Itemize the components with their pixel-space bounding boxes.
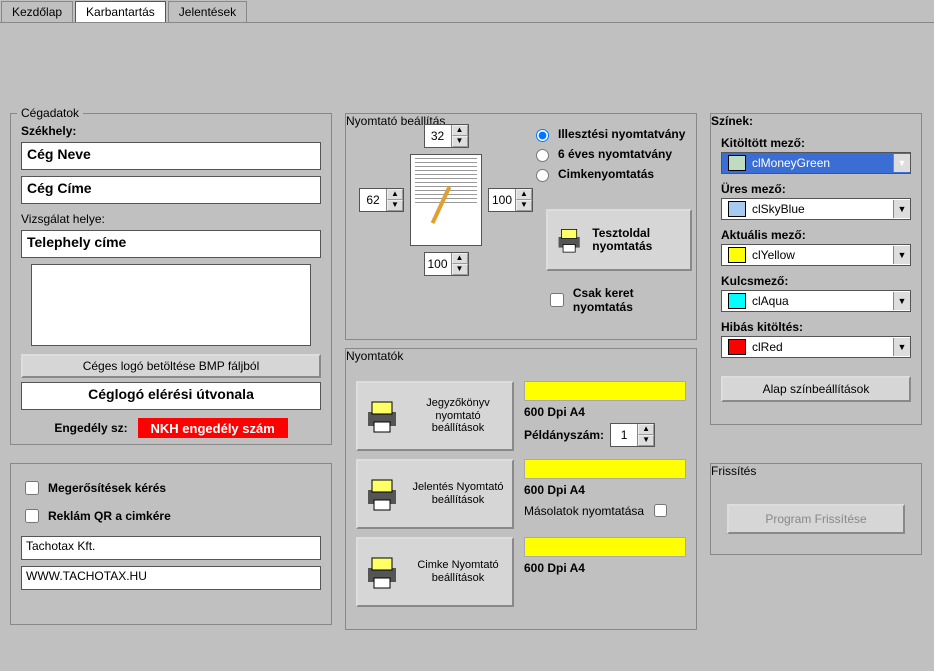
printer-icon xyxy=(554,220,584,260)
group-nyomtato-beallitas: Nyomtató beállítás 32▲▼ 62▲▼ 100▲▼ 100▲▼ xyxy=(345,113,697,340)
printer2-name xyxy=(524,459,686,479)
label-hibas: Hibás kitöltés: xyxy=(721,320,921,334)
btn-alap-szinek[interactable]: Alap színbeállítások xyxy=(721,376,911,402)
btn-load-logo[interactable]: Céges logó betöltése BMP fáljból xyxy=(21,354,321,378)
chevron-down-icon: ▼ xyxy=(893,246,910,264)
colorpicker-kulcs[interactable]: clAqua▼ xyxy=(721,290,911,312)
group-cegadatok: Cégadatok Székhely: Cég Neve Cég Címe Vi… xyxy=(10,113,332,445)
label-engedely: Engedély sz: xyxy=(54,421,127,435)
cb-reklam-qr[interactable]: Reklám QR a cimkére xyxy=(21,506,321,526)
input-company[interactable]: Tachotax Kft. xyxy=(21,536,321,560)
printer1-dpi: 600 Dpi A4 xyxy=(524,405,686,419)
cb-megerosites[interactable]: Megerősítések kérés xyxy=(21,478,321,498)
group-frissites: Frissítés Program Frissítése xyxy=(710,463,922,555)
chevron-down-icon: ▼ xyxy=(893,200,910,218)
btn-test-print[interactable]: Tesztoldal nyomtatás xyxy=(546,209,692,271)
cb-masolatok[interactable] xyxy=(654,504,667,517)
tab-karbantartas[interactable]: Karbantartás xyxy=(75,1,166,23)
cb-csak-keret[interactable]: Csak keret nyomtatás xyxy=(546,286,696,314)
logo-preview xyxy=(31,264,311,346)
printer3-name xyxy=(524,537,686,557)
label-kitoltott: Kitöltött mező: xyxy=(721,136,921,150)
printer3-dpi: 600 Dpi A4 xyxy=(524,561,686,575)
btn-jegyzokonyv-printer[interactable]: Jegyzőkönyv nyomtató beállítások xyxy=(356,381,514,451)
btn-jelentes-printer[interactable]: Jelentés Nyomtató beállítások xyxy=(356,459,514,529)
printer1-name xyxy=(524,381,686,401)
input-ceg-cime[interactable]: Cég Címe xyxy=(21,176,321,204)
group-nyomtatok: Nyomtatók Jegyzőkönyv nyomtató beállítás… xyxy=(345,348,697,630)
printer-icon xyxy=(362,396,402,436)
radio-cimke[interactable]: Cimkenyomtatás xyxy=(531,166,685,182)
chevron-down-icon: ▼ xyxy=(893,154,910,172)
group-title: Frissítés xyxy=(711,464,921,478)
btn-program-frissitese[interactable]: Program Frissítése xyxy=(727,504,905,534)
tab-kezdolap[interactable]: Kezdőlap xyxy=(1,1,73,23)
chevron-down-icon: ▼ xyxy=(893,292,910,310)
colorpicker-hibas[interactable]: clRed▼ xyxy=(721,336,911,358)
tab-jelentesek[interactable]: Jelentések xyxy=(168,1,247,23)
input-url[interactable]: WWW.TACHOTAX.HU xyxy=(21,566,321,590)
label-vizsgalat: Vizsgálat helye: xyxy=(21,212,321,226)
radio-illesztesi[interactable]: Illesztési nyomtatvány xyxy=(531,126,685,142)
chevron-down-icon: ▼ xyxy=(893,338,910,356)
spin-top-margin[interactable]: 32▲▼ xyxy=(424,124,469,148)
printer-icon xyxy=(362,474,402,514)
label-kulcs: Kulcsmező: xyxy=(721,274,921,288)
colorpicker-kitoltott[interactable]: clMoneyGreen▼ xyxy=(721,152,911,174)
colorpicker-ures[interactable]: clSkyBlue▼ xyxy=(721,198,911,220)
page-preview-icon xyxy=(410,154,482,246)
printer2-dpi: 600 Dpi A4 xyxy=(524,483,686,497)
label-peldanyszam: Példányszám: xyxy=(524,428,604,442)
group-options: Megerősítések kérés Reklám QR a cimkére … xyxy=(10,463,332,625)
label-aktualis: Aktuális mező: xyxy=(721,228,921,242)
spin-bottom-margin[interactable]: 100▲▼ xyxy=(424,252,469,276)
label-masolatok: Másolatok nyomtatása xyxy=(524,504,644,518)
group-title: Színek: xyxy=(711,114,921,128)
group-szinek: Színek: Kitöltött mező: clMoneyGreen▼ Ür… xyxy=(710,113,922,425)
input-telephely[interactable]: Telephely címe xyxy=(21,230,321,258)
label-ures: Üres mező: xyxy=(721,182,921,196)
group-title: Nyomtatók xyxy=(346,349,696,363)
engedely-value: NKH engedély szám xyxy=(138,418,288,438)
label-szekhely: Székhely: xyxy=(21,124,321,138)
spin-left-margin[interactable]: 62▲▼ xyxy=(359,188,404,212)
group-title: Cégadatok xyxy=(17,106,83,120)
input-ceg-neve[interactable]: Cég Neve xyxy=(21,142,321,170)
colorpicker-aktualis[interactable]: clYellow▼ xyxy=(721,244,911,266)
spin-right-margin[interactable]: 100▲▼ xyxy=(488,188,533,212)
btn-cimke-printer[interactable]: Cimke Nyomtató beállítások xyxy=(356,537,514,607)
spin-peldanyszam[interactable]: 1▲▼ xyxy=(610,423,655,447)
printer-icon xyxy=(362,552,402,592)
radio-6eves[interactable]: 6 éves nyomtatvány xyxy=(531,146,685,162)
input-logo-path[interactable]: Céglogó elérési útvonala xyxy=(21,382,321,410)
